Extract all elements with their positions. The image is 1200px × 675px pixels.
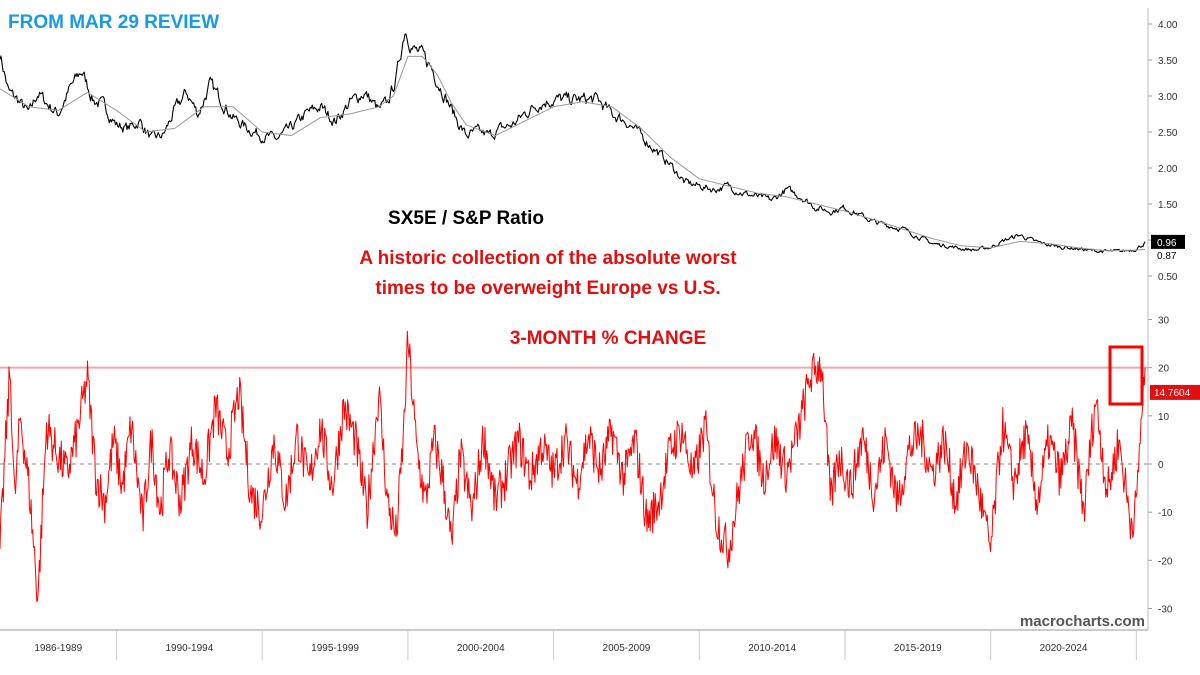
x-axis-period-label: 2020-2024 xyxy=(1040,643,1088,654)
x-axis-period-label: 2005-2009 xyxy=(603,643,651,654)
x-axis-period-label: 1986-1989 xyxy=(34,643,82,654)
change-y-tick-label: 30 xyxy=(1158,316,1170,327)
x-axis-period-label: 1990-1994 xyxy=(165,643,213,654)
change-title: 3-MONTH % CHANGE xyxy=(510,328,706,349)
ratio-y-tick-label: 1.50 xyxy=(1158,200,1178,211)
ratio-last-value-label: 0.96 xyxy=(1157,238,1177,249)
ratio-moving-average-line xyxy=(0,55,1146,252)
ratio-title: SX5E / S&P Ratio xyxy=(388,208,544,229)
change-last-value-badge xyxy=(1150,384,1200,400)
change-panel: -30 -20 -10 0 10 20 30 14.7604 xyxy=(0,316,1200,616)
x-axis: 1986-1989 1990-1994 1995-1999 2000-2004 2005… xyxy=(0,8,1149,660)
ratio-y-tick-label: 4.00 xyxy=(1158,20,1178,31)
ratio-y-tick-label: 3.50 xyxy=(1158,56,1178,67)
ratio-y-tick-label: 0.50 xyxy=(1158,272,1178,283)
change-last-value-label: 14.7604 xyxy=(1154,388,1191,399)
ratio-panel: 0.501.001.502.002.503.003.504.000.960.87 xyxy=(0,20,1185,283)
x-axis-period-label: 2000-2004 xyxy=(457,643,505,654)
subtitle-line-2: times to be overweight Europe vs U.S. xyxy=(375,278,720,299)
x-axis-period-label: 2015-2019 xyxy=(894,643,942,654)
change-y-tick-label: -30 xyxy=(1158,605,1173,616)
change-y-tick-label: 20 xyxy=(1158,364,1170,375)
change-y-tick-label: 0 xyxy=(1158,460,1164,471)
ratio-y-tick-label: 2.00 xyxy=(1158,164,1178,175)
change-y-tick-label: -20 xyxy=(1158,556,1173,567)
ratio-ma-last-value-label: 0.87 xyxy=(1157,251,1177,262)
ratio-line xyxy=(0,33,1146,254)
ratio-y-tick-label: 3.00 xyxy=(1158,92,1178,103)
subtitle-line-1: A historic collection of the absolute wo… xyxy=(359,248,737,269)
ratio-last-value-badge xyxy=(1151,234,1185,249)
x-axis-period-label: 2010-2014 xyxy=(748,643,796,654)
change-y-tick-label: -10 xyxy=(1158,508,1173,519)
change-line xyxy=(0,330,1146,603)
ratio-y-tick-label: 2.50 xyxy=(1158,128,1178,139)
header-title: FROM MAR 29 REVIEW xyxy=(8,12,219,33)
x-axis-period-label: 1995-1999 xyxy=(311,643,359,654)
watermark: macrocharts.com xyxy=(1020,613,1145,630)
recent-spike-highlight xyxy=(1108,345,1144,406)
change-y-tick-label: 10 xyxy=(1158,412,1170,423)
